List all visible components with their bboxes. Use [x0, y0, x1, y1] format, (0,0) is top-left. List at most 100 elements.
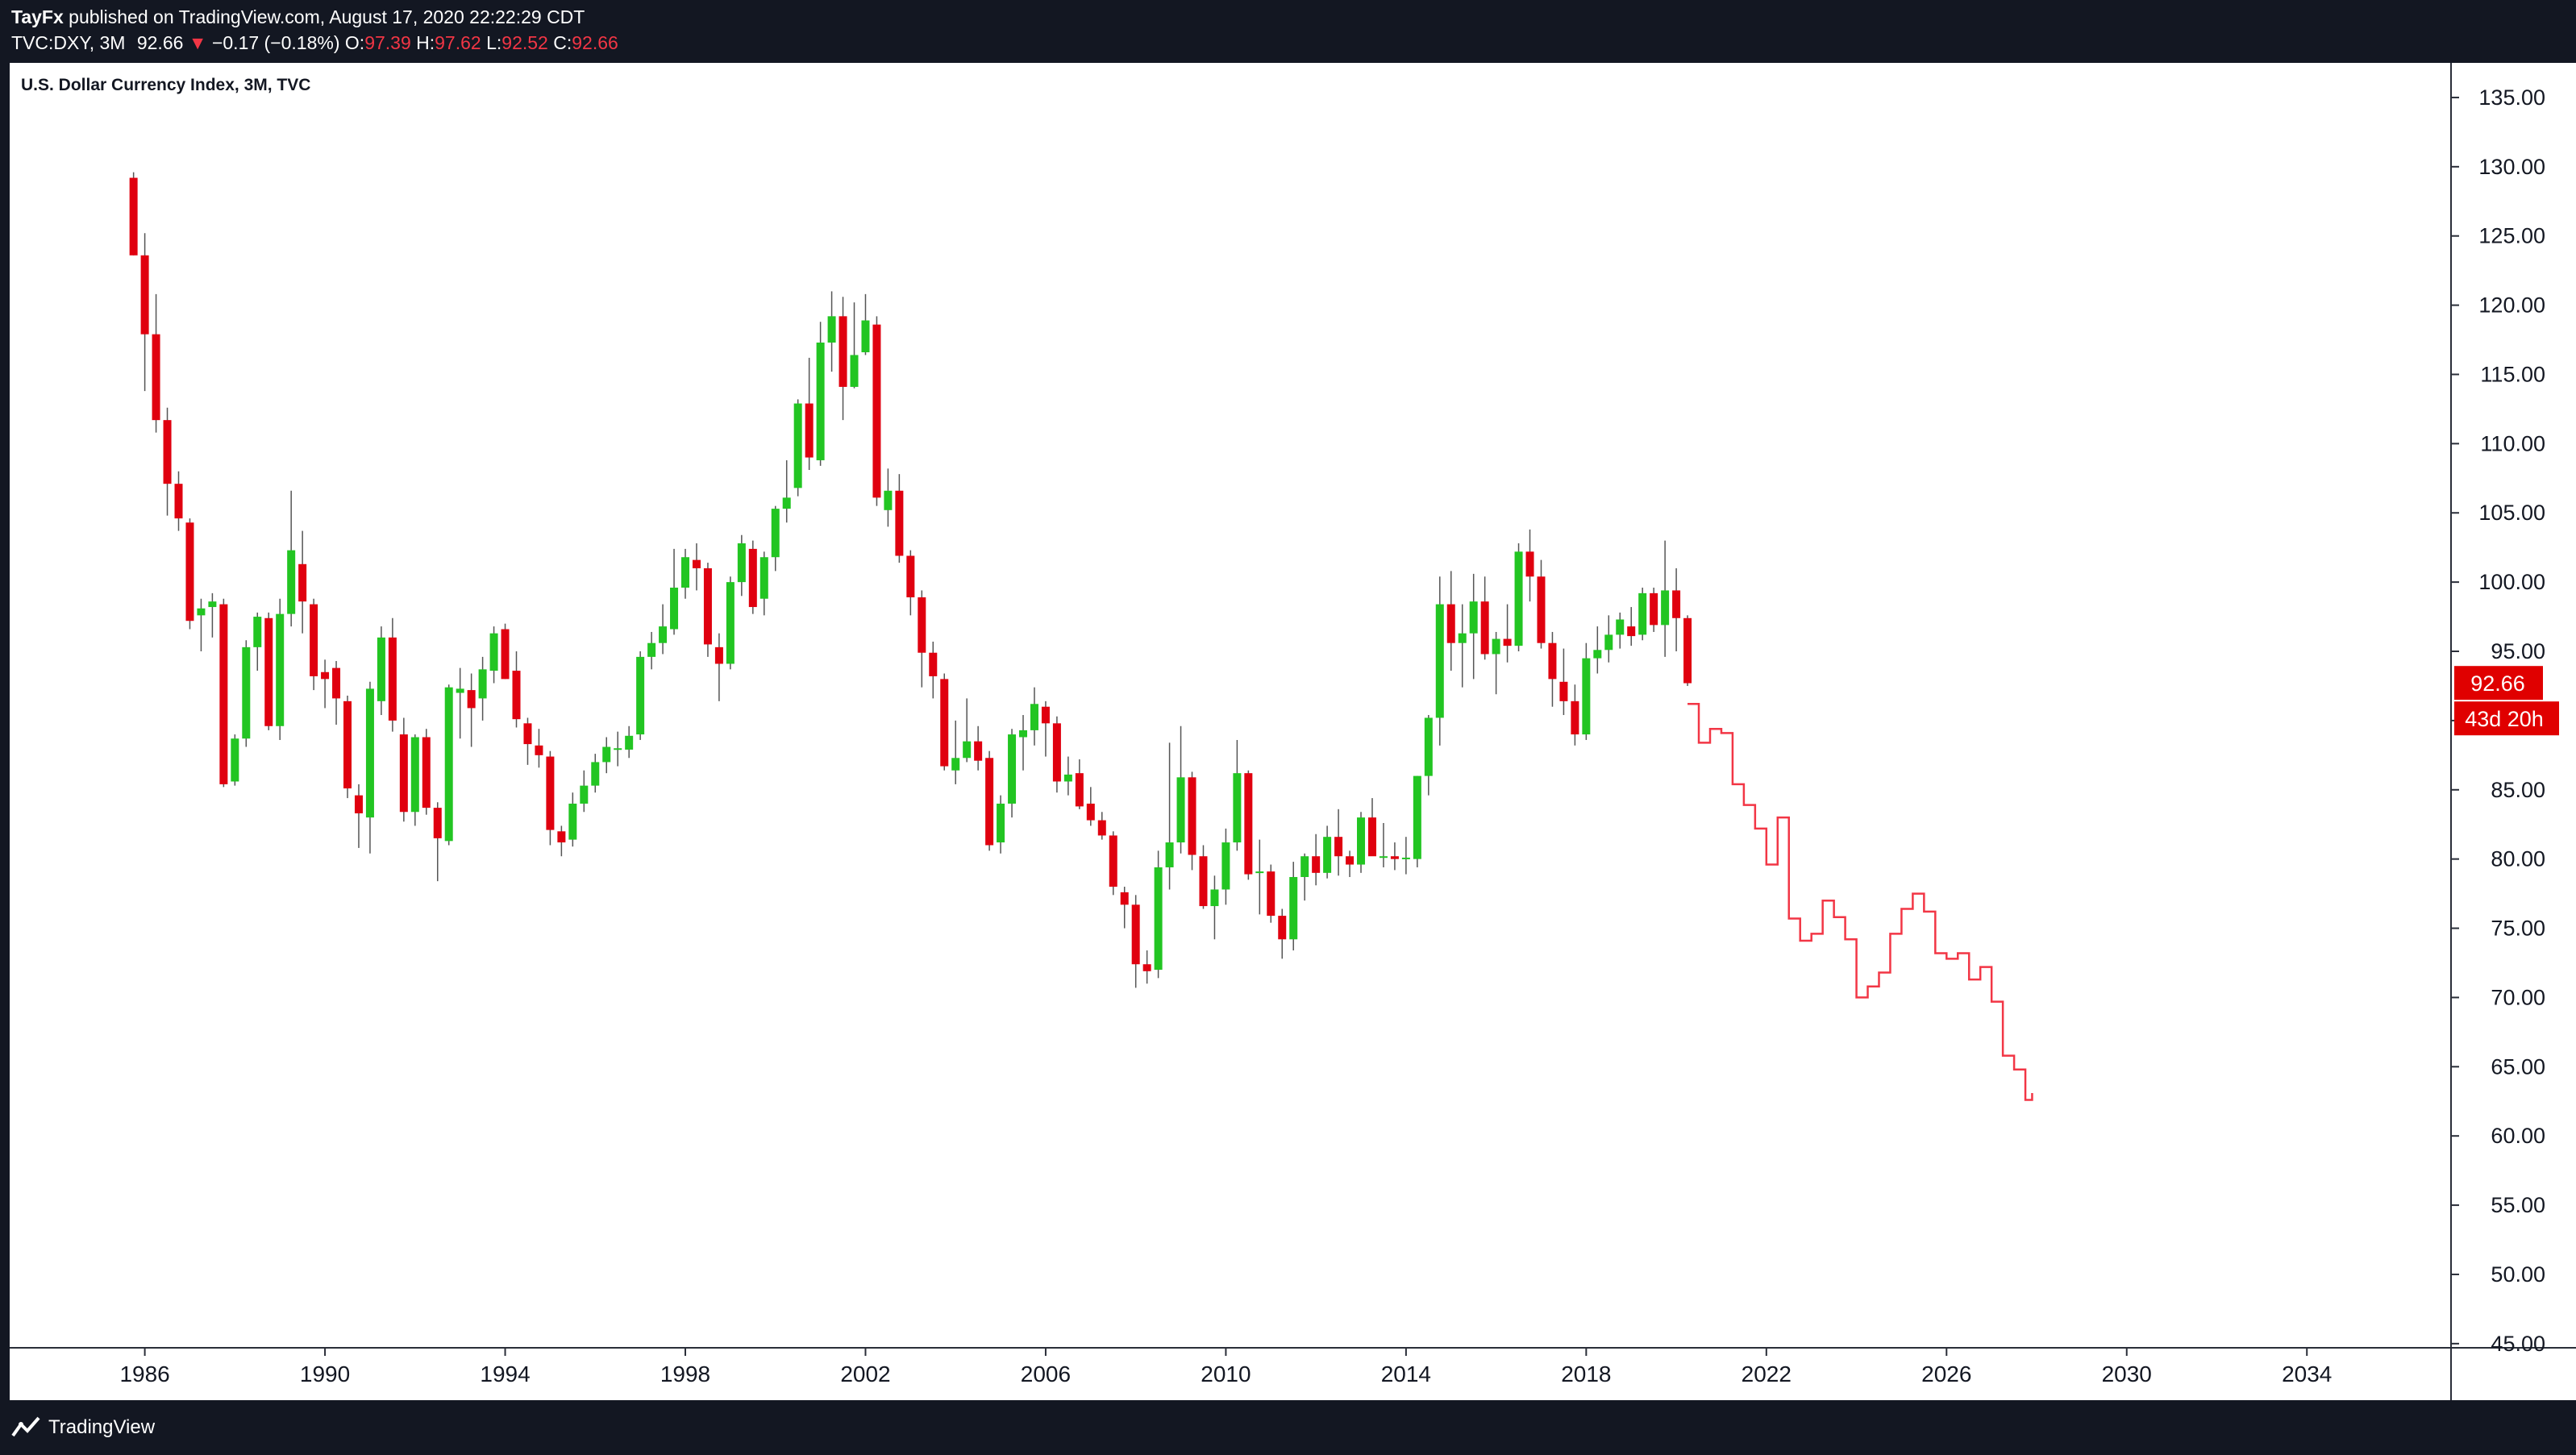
candle-body: [174, 484, 183, 519]
candle-body: [219, 604, 228, 784]
candle-body: [1401, 857, 1410, 859]
candle-body: [1120, 892, 1129, 905]
projection-line: [1688, 703, 2033, 1101]
candle-body: [1289, 876, 1298, 940]
candle-body: [377, 637, 385, 701]
candle-body: [850, 355, 859, 387]
candle-body: [523, 723, 532, 745]
footer-brand[interactable]: TradingView: [48, 1416, 156, 1438]
candle-body: [332, 667, 341, 699]
candle-body: [647, 642, 656, 657]
y-tick-label: 70.00: [2491, 985, 2545, 1009]
candle-body: [1221, 842, 1230, 890]
candle-body: [1019, 730, 1028, 738]
candle-body: [185, 522, 194, 621]
candle-body: [771, 509, 780, 558]
candle-body: [253, 617, 262, 647]
y-tick-label: 100.00: [2478, 570, 2545, 594]
y-tick-label: 50.00: [2491, 1262, 2545, 1287]
candle-body: [1413, 775, 1421, 859]
close-value: 92.66: [572, 32, 618, 53]
candle-body: [861, 320, 870, 352]
x-tick-label: 2022: [1742, 1361, 1792, 1386]
x-tick-label: 2014: [1381, 1361, 1431, 1386]
candle-body: [670, 587, 679, 630]
candle-body: [1458, 633, 1467, 643]
candle-body: [1480, 601, 1489, 655]
candle-body: [1244, 773, 1253, 875]
candle-body: [1503, 638, 1512, 646]
candle-body: [1199, 856, 1208, 907]
candle-body: [906, 555, 915, 598]
candle-body: [1367, 817, 1376, 857]
candle-body: [1346, 856, 1355, 865]
candle-body: [1492, 638, 1500, 655]
candle-body: [1109, 835, 1117, 888]
candle-body: [827, 316, 836, 343]
candle-body: [1390, 856, 1399, 859]
candle-body: [535, 745, 543, 755]
candle-body: [433, 808, 442, 838]
chart-area[interactable]: 45.00 50.00 55.00 60.00 65.00 70.00 75.00 80.00…: [10, 63, 2576, 1400]
x-tick-label: 2006: [1021, 1361, 1071, 1386]
candle-body: [1008, 734, 1017, 804]
candle-body: [1052, 723, 1061, 782]
candle-body: [748, 548, 757, 608]
candle-body: [681, 557, 690, 588]
y-tick-label: 115.00: [2480, 362, 2545, 386]
candle-body: [659, 626, 668, 643]
x-tick-label: 2034: [2282, 1361, 2332, 1386]
candle-body: [287, 550, 296, 614]
candle-body: [1267, 871, 1276, 917]
y-tick-label: 135.00: [2478, 85, 2545, 110]
candle-body: [793, 403, 802, 488]
candle-body: [399, 734, 408, 813]
open-label: O:: [344, 32, 365, 53]
candle-body: [929, 652, 938, 676]
candle-body: [129, 177, 138, 256]
candle-body: [895, 490, 904, 556]
x-tick-label: 1986: [119, 1361, 169, 1386]
low-value: 92.52: [501, 32, 548, 53]
candle-body: [1424, 717, 1433, 776]
candle-body: [1604, 634, 1613, 651]
candle-body: [1334, 837, 1343, 857]
candle-body: [388, 637, 397, 721]
candle-body: [1255, 871, 1264, 874]
candle-body: [354, 795, 363, 813]
y-tick-label: 120.00: [2478, 293, 2545, 318]
candle-body: [692, 559, 701, 568]
author-name[interactable]: TayFx: [11, 6, 64, 27]
candle-body: [546, 756, 555, 830]
y-tick-label: 75.00: [2491, 917, 2545, 941]
x-tick-label: 1990: [300, 1361, 350, 1386]
candle-body: [1063, 774, 1072, 782]
x-tick-label: 1994: [480, 1361, 530, 1386]
close-label: C:: [553, 32, 572, 53]
candle-body: [918, 597, 926, 653]
symbol-label[interactable]: TVC:DXY, 3M: [11, 32, 126, 53]
tradingview-logo-icon[interactable]: [11, 1415, 40, 1440]
candle-body: [1525, 551, 1534, 577]
countdown-label-text: 43d 20h: [2465, 707, 2544, 731]
candle-body: [1210, 889, 1219, 907]
last-price: 92.66: [136, 32, 184, 53]
candle-body: [1514, 551, 1523, 646]
publish-info: TayFx published on TradingView.com, Augu…: [11, 5, 585, 29]
candle-body: [985, 758, 994, 846]
candle-body: [298, 563, 307, 602]
candle-body: [1379, 856, 1388, 858]
candle-body: [444, 687, 453, 842]
x-tick-label: 2010: [1201, 1361, 1251, 1386]
y-tick-label: 95.00: [2491, 639, 2545, 663]
candle-body: [636, 656, 645, 735]
price-chart[interactable]: 45.00 50.00 55.00 60.00 65.00 70.00 75.00 80.00…: [10, 63, 2576, 1400]
candle-body: [242, 646, 251, 739]
candle-body: [501, 629, 510, 680]
candle-body: [805, 403, 814, 458]
candle-body: [997, 803, 1005, 843]
candle-body: [1030, 704, 1038, 730]
down-triangle-icon: ▼: [188, 32, 207, 53]
candle-body: [782, 497, 791, 509]
candle-body: [1559, 681, 1568, 701]
